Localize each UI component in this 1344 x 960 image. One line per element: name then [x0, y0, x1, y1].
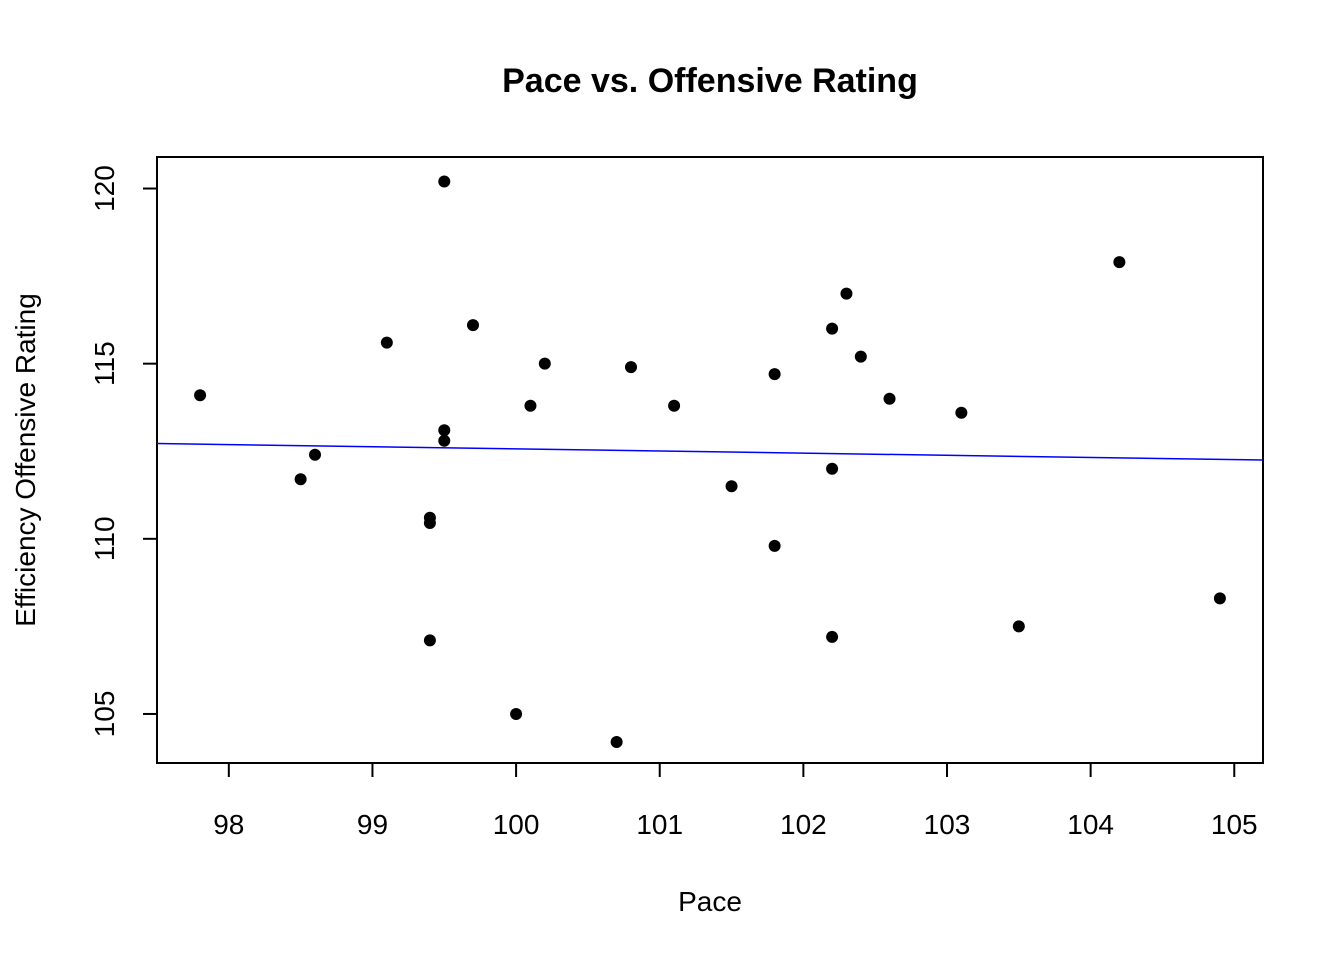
data-point — [883, 392, 896, 405]
data-point — [840, 287, 853, 300]
data-point — [467, 319, 479, 332]
x-tick-label: 99 — [357, 809, 388, 840]
data-point — [538, 357, 551, 370]
x-tick-label: 103 — [924, 809, 971, 840]
y-tick-label: 120 — [89, 165, 120, 212]
regression-line — [156, 442, 1264, 461]
data-point — [610, 735, 623, 748]
chart-title: Pace vs. Offensive Rating — [502, 62, 918, 100]
data-point — [1113, 256, 1126, 269]
data-point — [438, 175, 451, 188]
data-point — [1213, 592, 1226, 605]
data-point — [625, 361, 637, 374]
data-point — [309, 448, 321, 461]
data-point — [438, 424, 451, 437]
data-point — [524, 399, 537, 412]
regression-line-group — [156, 442, 1264, 461]
y-tick-label: 115 — [89, 341, 120, 386]
data-point — [826, 322, 839, 335]
x-axis: 98 99 100 101 102 103 104 105 — [213, 762, 1258, 840]
y-axis: 105 110 115 120 — [89, 165, 158, 738]
y-tick-label: 105 — [89, 691, 120, 738]
x-tick-label: 104 — [1067, 809, 1114, 840]
x-tick-label: 105 — [1211, 809, 1258, 840]
data-point — [423, 634, 436, 647]
y-axis-label: Efficiency Offensive Rating — [10, 293, 41, 627]
data-point — [826, 462, 839, 475]
data-point — [423, 517, 436, 530]
y-tick-label: 110 — [89, 516, 120, 561]
x-tick-label: 102 — [780, 809, 827, 840]
x-tick-label: 98 — [213, 809, 244, 840]
x-axis-label: Pace — [678, 886, 742, 917]
data-point — [768, 368, 781, 381]
x-tick-label: 101 — [636, 809, 683, 840]
x-tick-label: 100 — [493, 809, 540, 840]
data-point — [438, 434, 451, 447]
data-point — [955, 406, 968, 419]
data-point — [294, 473, 307, 486]
data-point — [826, 630, 839, 643]
data-point — [854, 350, 867, 363]
data-point — [768, 539, 781, 552]
plot-frame — [156, 156, 1264, 764]
data-point — [1012, 620, 1025, 633]
data-points — [194, 175, 1226, 748]
data-point — [668, 399, 681, 412]
data-point — [194, 389, 207, 402]
data-point — [725, 480, 738, 493]
data-point — [510, 707, 523, 720]
data-point — [380, 336, 393, 349]
